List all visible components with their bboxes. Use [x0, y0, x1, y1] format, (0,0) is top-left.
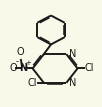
Text: O: O: [17, 47, 24, 57]
Text: N: N: [19, 63, 27, 73]
Text: Cl: Cl: [85, 63, 94, 74]
Text: Cl: Cl: [27, 78, 37, 88]
Text: +: +: [25, 60, 31, 66]
Text: O: O: [10, 63, 18, 74]
Text: N: N: [69, 49, 76, 59]
Text: -: -: [16, 57, 19, 66]
Text: N: N: [69, 78, 76, 88]
